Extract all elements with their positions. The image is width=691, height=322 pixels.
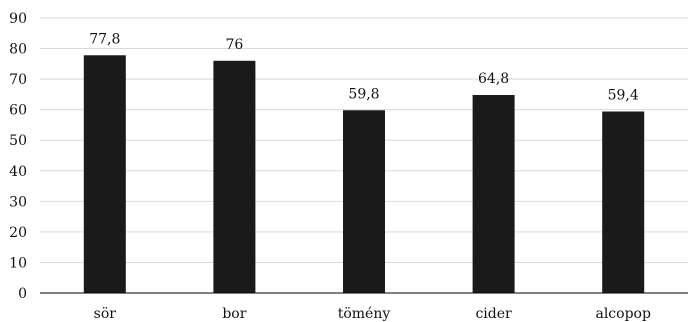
data-label: 59,4	[608, 88, 639, 104]
data-label: 76	[225, 37, 243, 53]
bar-3	[343, 110, 385, 294]
y-tick-label: 0	[18, 286, 27, 302]
category-label: sör	[94, 306, 117, 322]
data-label: 64,8	[478, 71, 509, 87]
y-axis-ticks: 0 10 20 30 40 50 60 70 80 90	[9, 11, 27, 302]
bar-1	[83, 55, 126, 294]
y-tick-label: 60	[9, 103, 27, 119]
y-tick-label: 10	[9, 255, 27, 271]
category-label: tömény	[338, 306, 391, 322]
x-axis-labels: sör bor tömény cider alcopop	[94, 306, 651, 322]
y-tick-label: 90	[9, 11, 27, 27]
category-label: bor	[222, 306, 246, 322]
y-tick-label: 80	[9, 42, 27, 58]
bar-2	[213, 60, 256, 294]
y-tick-label: 70	[9, 72, 27, 88]
bar-4	[472, 95, 515, 293]
category-label: alcopop	[595, 306, 650, 322]
y-tick-label: 20	[9, 225, 27, 241]
bars	[83, 55, 645, 294]
y-tick-label: 40	[9, 164, 27, 180]
y-tick-label: 50	[9, 133, 27, 149]
category-label: cider	[475, 306, 512, 322]
bar-5	[602, 111, 645, 293]
data-labels: 77,8 76 59,8 64,8 59,4	[89, 31, 639, 103]
data-label: 77,8	[89, 31, 120, 47]
y-tick-label: 30	[9, 194, 27, 210]
data-label: 59,8	[348, 86, 379, 102]
